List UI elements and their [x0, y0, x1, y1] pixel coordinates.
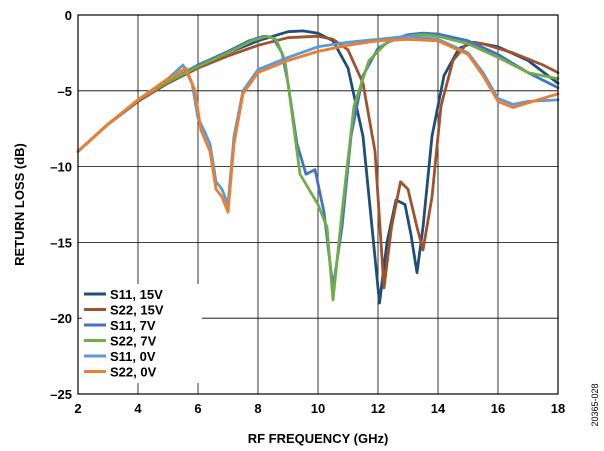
figure-id: 20365-028 — [590, 383, 600, 426]
legend-label: S22, 0V — [110, 365, 157, 380]
y-axis-label: RETURN LOSS (dB) — [12, 143, 27, 266]
legend-label: S22, 7V — [110, 334, 157, 349]
plot-frame — [77, 14, 559, 395]
x-tick-label: 18 — [551, 401, 565, 416]
x-tick-label: 14 — [431, 401, 446, 416]
series-lines — [76, 29, 560, 305]
x-tick-label: 6 — [194, 401, 201, 416]
series-line — [76, 37, 560, 214]
y-tick-label: –25 — [50, 387, 72, 402]
y-tick-label: 0 — [65, 8, 72, 23]
x-tick-label: 2 — [74, 401, 81, 416]
tick-labels: 2 4 6 8 10 12 14 16 18 0 –5 –10 –15 –20 –25 — [50, 8, 565, 416]
legend-background — [82, 284, 202, 383]
legend-label: S11, 15V — [110, 287, 163, 302]
legend-label: S11, 0V — [110, 349, 156, 364]
x-tick-label: 4 — [134, 401, 142, 416]
y-tick-label: –15 — [50, 235, 72, 250]
legend-label: S22, 15V — [110, 303, 164, 318]
x-axis-label: RF FREQUENCY (GHz) — [248, 431, 389, 446]
x-tick-label: 8 — [254, 401, 261, 416]
y-tick-label: –20 — [50, 311, 72, 326]
y-tick-label: –10 — [50, 160, 72, 175]
x-tick-label: 10 — [311, 401, 325, 416]
y-tick-label: –5 — [58, 84, 72, 99]
series-line — [76, 33, 560, 302]
x-tick-label: 16 — [491, 401, 505, 416]
x-tick-label: 12 — [371, 401, 385, 416]
series-line — [76, 34, 560, 290]
legend-label: S11, 7V — [110, 318, 156, 333]
